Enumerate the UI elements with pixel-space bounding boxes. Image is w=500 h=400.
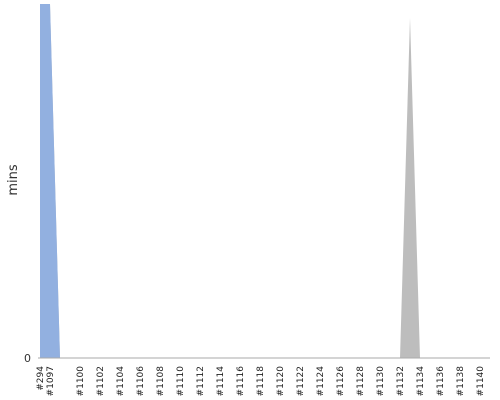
x-tick-label: #1140: [476, 366, 486, 397]
x-tick-label: #1116: [236, 366, 246, 397]
x-tick-label: #1136: [436, 366, 446, 397]
series-area-0: [40, 4, 490, 358]
x-tick-label: #1138: [456, 366, 466, 397]
x-tick-label: #1128: [356, 366, 366, 397]
x-tick-label: #1126: [336, 366, 346, 397]
x-tick-label: #294: [36, 366, 46, 391]
x-tick-label: #1100: [76, 366, 86, 397]
x-tick-label: #1134: [416, 366, 426, 397]
x-tick-label: #1104: [116, 366, 126, 397]
x-tick-label: #1102: [96, 366, 106, 396]
x-tick-label: #1108: [156, 366, 166, 397]
x-tick-label: #1124: [316, 366, 326, 397]
y-tick-label-zero: 0: [24, 352, 31, 365]
x-tick-label: #1118: [256, 366, 266, 397]
x-tick-label: #1097: [46, 366, 56, 396]
x-tick-label: #1110: [176, 366, 186, 397]
x-tick-label: #1106: [136, 366, 146, 397]
x-tick-label: #1122: [296, 366, 306, 396]
series-area-1: [40, 4, 490, 358]
x-tick-label: #1130: [376, 366, 386, 397]
x-tick-label: #1120: [276, 366, 286, 397]
y-axis-label: mins: [6, 164, 21, 196]
x-tick-layer: #294 #1097 #1100 #1102 #1104 #1106 #1108 #1110 #…: [36, 366, 486, 397]
series-layer: [40, 4, 490, 358]
x-tick-label: #1132: [396, 366, 406, 396]
x-tick-label: #1114: [216, 366, 226, 397]
x-tick-label: #1112: [196, 366, 206, 396]
